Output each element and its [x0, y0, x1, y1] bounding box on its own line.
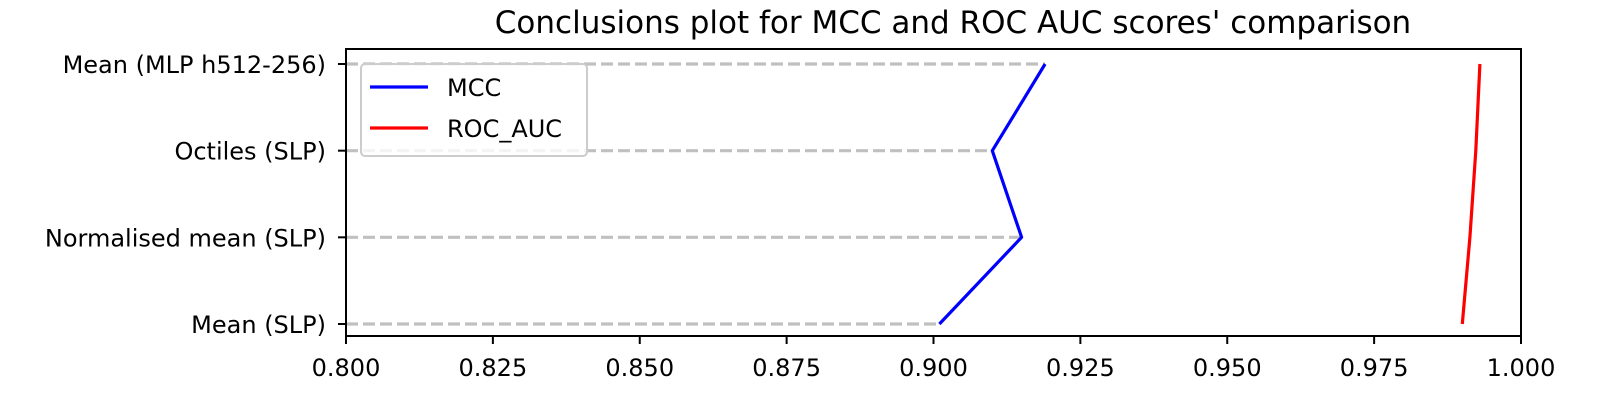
x-tick-label: 0.950: [1193, 354, 1262, 382]
legend: MCC ROC_AUC: [360, 63, 588, 157]
legend-label: ROC_AUC: [447, 115, 562, 143]
x-tick-label: 0.975: [1340, 354, 1409, 382]
x-tick-label: 0.800: [312, 354, 381, 382]
x-tick-label: 1.000: [1487, 354, 1556, 382]
series-line-mcc: [938, 63, 1047, 326]
x-tick-label: 0.900: [899, 354, 968, 382]
y-tick-label: Mean (MLP h512-256): [63, 51, 326, 79]
y-tick-label: Octiles (SLP): [174, 138, 326, 166]
series-lines: [938, 63, 1482, 326]
x-tick-label: 0.925: [1046, 354, 1115, 382]
y-tick-label: Mean (SLP): [191, 311, 326, 339]
legend-label: MCC: [447, 74, 501, 102]
y-tick-label: Normalised mean (SLP): [45, 224, 326, 252]
x-tick-label: 0.875: [752, 354, 821, 382]
series-line-roc-auc: [1460, 63, 1482, 325]
axes: 0.800 0.825 0.850 0.875 0.900 0.925 0.950 0.975…: [45, 48, 1556, 382]
chart-title: Conclusions plot for MCC and ROC AUC sco…: [495, 5, 1411, 41]
x-tick-label: 0.825: [459, 354, 528, 382]
x-tick-label: 0.850: [605, 354, 674, 382]
